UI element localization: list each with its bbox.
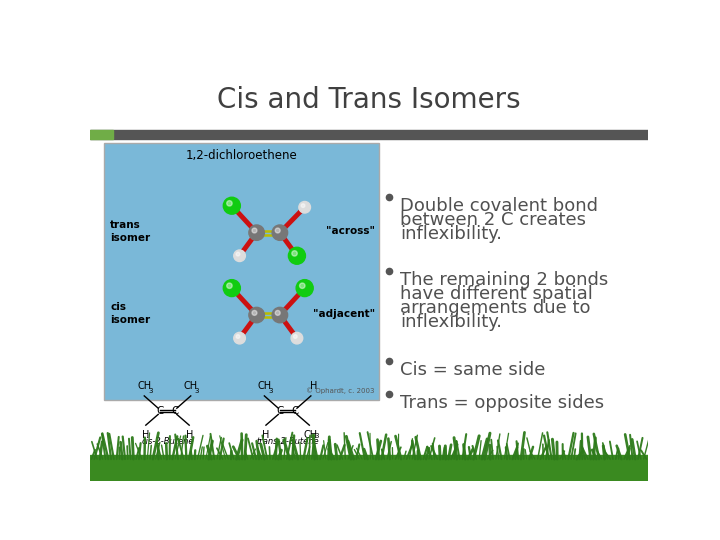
Text: CH: CH — [304, 430, 318, 440]
Circle shape — [301, 204, 305, 207]
Text: cis-2-Butene: cis-2-Butene — [141, 437, 194, 447]
Circle shape — [291, 333, 302, 344]
Circle shape — [275, 310, 280, 315]
Circle shape — [289, 247, 305, 264]
Circle shape — [227, 201, 232, 206]
Text: C: C — [276, 406, 284, 416]
Text: arrangements due to: arrangements due to — [400, 299, 590, 317]
Circle shape — [236, 335, 240, 339]
Text: CH: CH — [257, 381, 271, 390]
Bar — [90, 130, 648, 139]
Text: inflexibility.: inflexibility. — [400, 313, 502, 330]
Circle shape — [252, 310, 257, 315]
Text: H: H — [310, 381, 318, 390]
Circle shape — [300, 283, 305, 288]
Text: 3: 3 — [315, 433, 320, 439]
Circle shape — [223, 280, 240, 296]
Circle shape — [249, 225, 264, 240]
Text: trans
isomer: trans isomer — [110, 220, 150, 242]
Text: H: H — [142, 430, 150, 440]
Text: Double covalent bond: Double covalent bond — [400, 197, 598, 215]
FancyBboxPatch shape — [104, 143, 379, 400]
Text: © Ophardt, c. 2003: © Ophardt, c. 2003 — [306, 387, 374, 394]
Bar — [90, 455, 648, 481]
Circle shape — [299, 201, 310, 213]
Circle shape — [223, 197, 240, 214]
Circle shape — [252, 228, 257, 233]
Bar — [90, 130, 113, 139]
Text: C: C — [292, 406, 299, 416]
Text: have different spatial: have different spatial — [400, 285, 593, 303]
Circle shape — [234, 333, 246, 344]
Text: 3: 3 — [194, 388, 199, 394]
Text: Trans = opposite sides: Trans = opposite sides — [400, 394, 604, 413]
Text: 1,2-dichloroethene: 1,2-dichloroethene — [186, 149, 297, 162]
Text: H: H — [186, 430, 193, 440]
Text: CH: CH — [184, 381, 198, 390]
Circle shape — [294, 335, 297, 339]
Circle shape — [249, 307, 264, 323]
Text: inflexibility.: inflexibility. — [400, 225, 502, 243]
Text: trans-2-Butene: trans-2-Butene — [256, 437, 319, 447]
Text: cis
isomer: cis isomer — [110, 302, 150, 325]
Text: The remaining 2 bonds: The remaining 2 bonds — [400, 271, 608, 289]
Text: 3: 3 — [269, 388, 273, 394]
Circle shape — [227, 283, 232, 288]
Circle shape — [292, 251, 297, 256]
Text: H: H — [262, 430, 269, 440]
Circle shape — [236, 252, 240, 256]
Circle shape — [275, 228, 280, 233]
Text: C: C — [171, 406, 179, 416]
Text: between 2 C creates: between 2 C creates — [400, 211, 586, 229]
Text: C: C — [156, 406, 163, 416]
Text: "across": "across" — [326, 226, 375, 236]
Text: CH: CH — [138, 381, 151, 390]
Text: Cis = same side: Cis = same side — [400, 361, 545, 379]
Circle shape — [272, 307, 287, 323]
Circle shape — [296, 280, 313, 296]
Text: 3: 3 — [148, 388, 153, 394]
Circle shape — [234, 250, 246, 261]
Circle shape — [272, 225, 287, 240]
Text: "adjacent": "adjacent" — [313, 308, 375, 319]
Text: Cis and Trans Isomers: Cis and Trans Isomers — [217, 86, 521, 114]
